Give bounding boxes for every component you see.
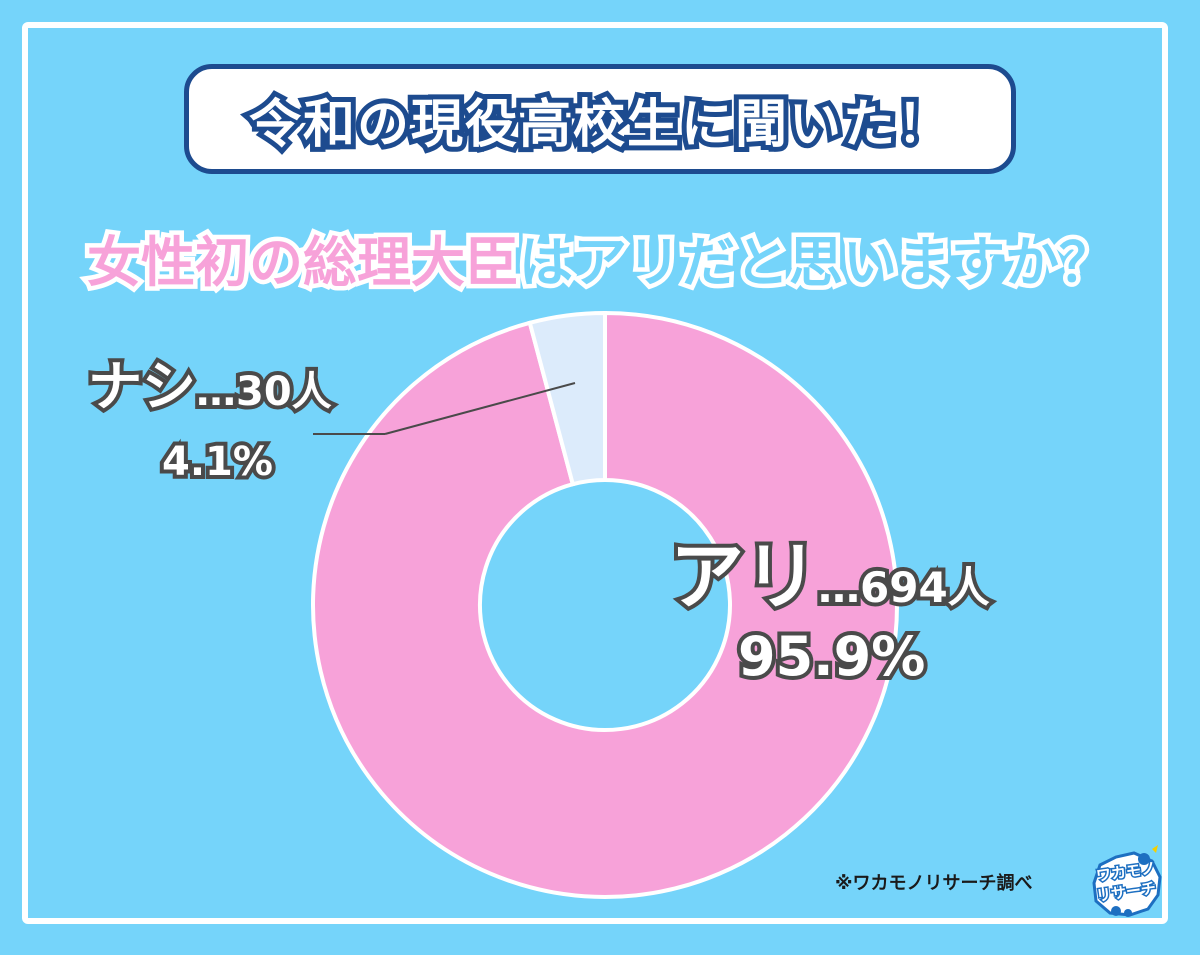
nashi-percent: 4.1% <box>158 438 277 486</box>
nashi-name: ナシ <box>84 355 200 418</box>
ari-label: アリ…694人 <box>666 536 994 618</box>
page-title: 令和の現役高校生に聞いた！ <box>244 90 954 160</box>
slice-ari <box>311 310 899 899</box>
wakamono-research-logo: ワカモノ リサーチ <box>1086 843 1166 923</box>
ari-count: …694人 <box>814 563 994 613</box>
ari-name: アリ <box>666 534 822 620</box>
nashi-label: ナシ…30人 <box>84 356 336 418</box>
slice-nashi <box>527 310 607 487</box>
question-rest: はアリだと思いますか？ <box>515 227 1118 299</box>
source-note: ※ワカモノリサーチ調べ <box>835 873 1033 894</box>
nashi-leader-line-diagonal <box>384 382 576 435</box>
ari-percent: 95.9% <box>734 625 929 688</box>
nashi-count: …30人 <box>192 368 336 416</box>
title-box: 令和の現役高校生に聞いた！ <box>184 64 1016 174</box>
question-highlight: 女性初の総理大臣 <box>83 227 524 299</box>
white-frame <box>22 22 1168 924</box>
question-heading: 女性初の総理大臣はアリだと思いますか？ <box>0 218 1200 299</box>
logo-badge-icon <box>1092 845 1162 917</box>
